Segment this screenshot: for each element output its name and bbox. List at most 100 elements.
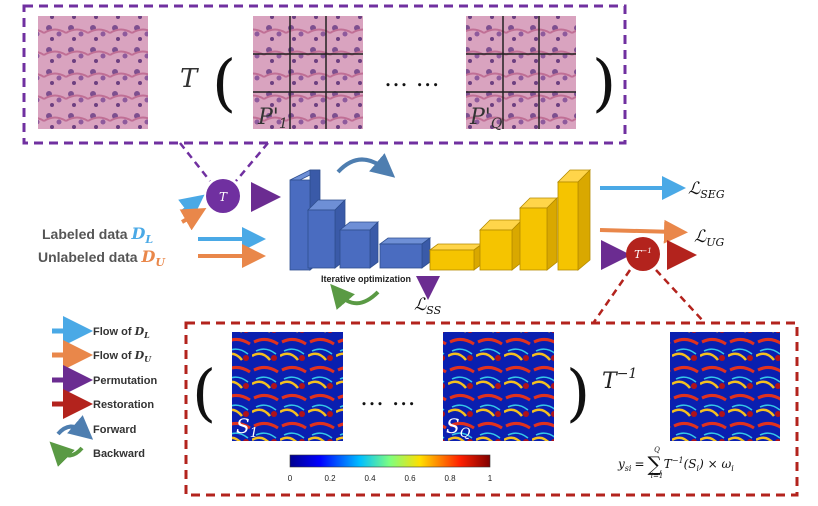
symbol: ℒ [694, 227, 707, 247]
arrow [179, 208, 207, 231]
connector [592, 269, 705, 323]
colorbar-tick-label: 0.4 [364, 474, 376, 483]
legend-label: Flow of DL [93, 325, 150, 340]
colorbar [289, 454, 491, 468]
f: T [664, 457, 673, 471]
node-label: T−1 [634, 247, 652, 261]
permute-node [206, 179, 240, 213]
colorbar-tick-label: 0.2 [324, 474, 336, 483]
map-label: S1 [236, 414, 258, 441]
formula-upper: Q [654, 446, 660, 454]
heatmap [443, 332, 554, 441]
patch-grid: P'Q [466, 16, 576, 132]
restore-node [626, 237, 660, 271]
symbol: D [140, 247, 155, 266]
arrow [599, 219, 688, 244]
legend-label: Backward [93, 448, 145, 460]
legend-swatch [49, 441, 84, 467]
loss: ℒSEG [688, 179, 725, 201]
paren: ) [592, 46, 616, 119]
ellipsis: … … [360, 383, 416, 411]
network [289, 169, 591, 271]
loss: ℒUG [694, 227, 725, 249]
symbol: S [446, 414, 460, 438]
formula-lower: i=1 [651, 472, 664, 480]
f: (S [684, 457, 697, 471]
f: −1 [672, 456, 684, 465]
connector [179, 142, 269, 182]
bottom-panel-frame [184, 321, 799, 497]
text: Flow of [93, 326, 132, 338]
sub: 1 [279, 116, 288, 132]
sub: L [144, 233, 153, 246]
colorbar-tick-label: 1 [488, 474, 493, 483]
sup: −1 [617, 366, 638, 382]
symbol: T [634, 248, 643, 261]
operator: T−1 [602, 366, 637, 394]
f: i [697, 464, 700, 473]
legend-swatch [56, 415, 94, 440]
colorbar-ticks: 0 0.2 0.4 0.6 0.8 1 [288, 474, 493, 483]
symbol: D [130, 224, 145, 243]
symbol: D [134, 325, 145, 338]
f: ∑ [648, 452, 663, 476]
forward-arrow [336, 153, 396, 178]
symbol: P' [469, 105, 491, 130]
map-label: SQ [446, 414, 471, 441]
loss: ℒSS [414, 295, 442, 317]
f: = [634, 457, 644, 471]
symbol: P' [257, 105, 279, 130]
top-panel-frame [22, 4, 627, 145]
text: Flow of [93, 350, 132, 362]
f: ) × ω [698, 457, 731, 471]
heatmap [670, 332, 780, 441]
f: y [617, 457, 625, 471]
symbol: T [602, 369, 619, 394]
heatmap [232, 332, 343, 441]
patch-label: P'1 [257, 105, 288, 132]
symbol: ℒ [688, 179, 701, 199]
sub: U [155, 256, 166, 269]
legend-label: Forward [93, 424, 136, 436]
patch-label: P'Q [469, 105, 503, 132]
arrow [178, 194, 205, 219]
ellipsis: … … [384, 64, 440, 92]
operator: T [180, 64, 199, 94]
patch-image [466, 16, 576, 129]
paren: ( [212, 46, 236, 119]
patch-image [253, 16, 363, 129]
sub: L [143, 330, 150, 340]
grid [253, 16, 363, 129]
sub: UG [706, 236, 724, 249]
colorbar-tick-label: 0.6 [404, 474, 416, 483]
tissue-image [38, 16, 148, 129]
patch-grid: P'1 [253, 16, 363, 132]
symbol: S [236, 414, 250, 438]
sub: SEG [700, 188, 725, 201]
legend-label: Flow of DU [93, 349, 152, 364]
grid [466, 16, 576, 129]
sup: −1 [642, 247, 652, 255]
formula: ysi = ∑ T−1(Si) × ωi [617, 452, 734, 476]
sub: SS [426, 304, 441, 317]
sub: 1 [250, 426, 258, 441]
symbol: D [134, 349, 145, 362]
input-label: Labeled data DL [42, 224, 153, 246]
text: Unlabeled data [38, 249, 138, 265]
colorbar-tick-label: 0 [288, 474, 293, 483]
colorbar-tick-label: 0.8 [444, 474, 456, 483]
f: si [625, 464, 632, 473]
sub: Q [491, 116, 503, 132]
paren: ) [566, 356, 590, 429]
legend-label: Restoration [93, 399, 154, 411]
sub: U [144, 354, 152, 364]
symbol: ℒ [414, 295, 427, 315]
backward-arrow [330, 283, 380, 310]
legend: Flow of DL Flow of DU Permutation Restor… [49, 316, 157, 467]
paren: ( [192, 356, 216, 429]
legend-label: Permutation [93, 375, 157, 387]
f: i [731, 464, 734, 473]
input-label: Unlabeled data DU [38, 247, 166, 269]
